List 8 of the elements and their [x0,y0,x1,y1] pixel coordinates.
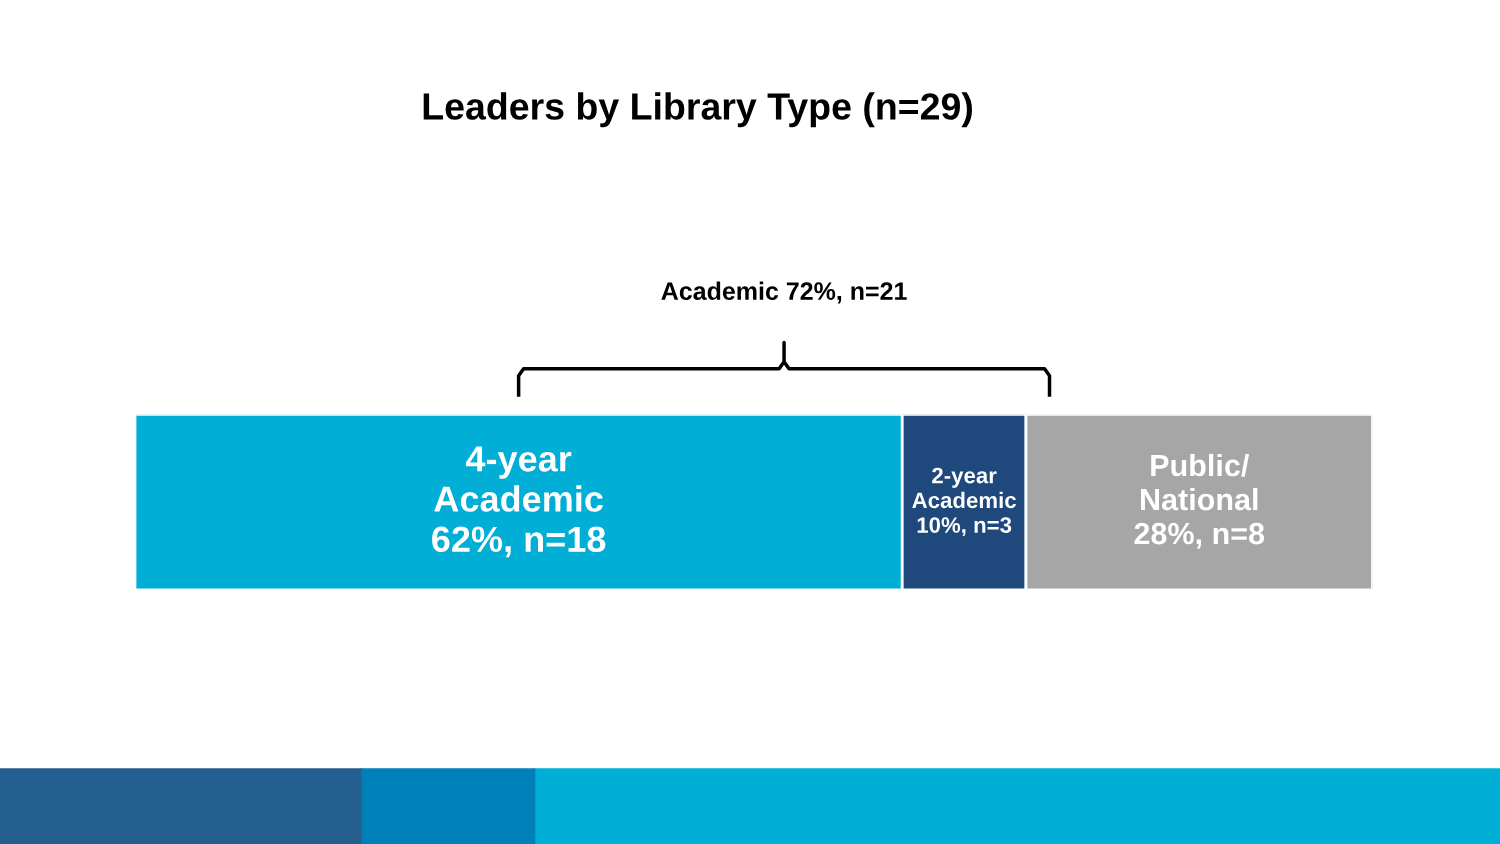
series-label: Public/ National [1141,453,1258,511]
text: Academic 72%, n=21 [661,281,907,304]
data-label: 10%, n=3 [917,517,1012,537]
series-label: 2-year Academic [912,467,1016,509]
series-label: 4-year Academic [434,446,603,512]
chart-title: Leaders by Library Type (n=29) [423,92,972,128]
data-label: 62%, n=18 [432,526,606,558]
data-label: 28%, n=8 [1134,522,1265,549]
